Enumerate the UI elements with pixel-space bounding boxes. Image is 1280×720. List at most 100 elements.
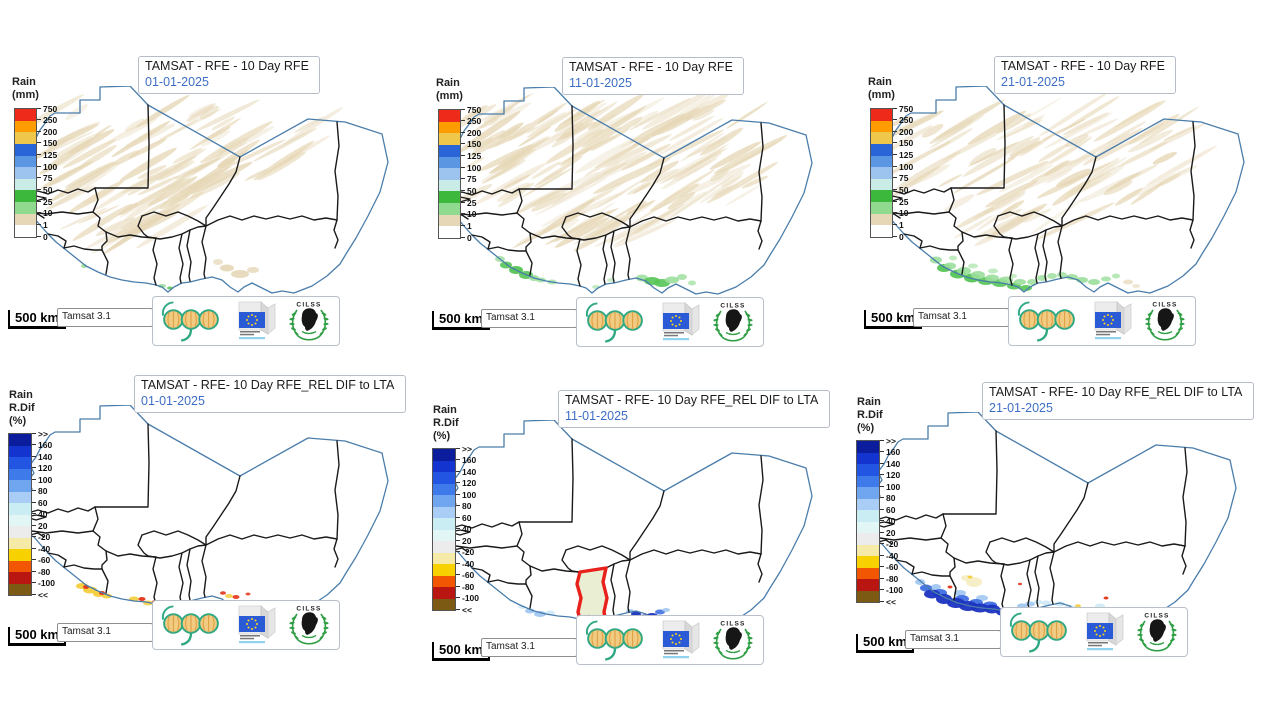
legend-tick-label: 20 [462, 535, 472, 546]
legend-tick-label: 125 [43, 150, 58, 161]
agrhymet-logo [585, 302, 643, 343]
legend-colorbar [8, 433, 32, 596]
legend-tick-mark [461, 178, 465, 180]
legend-tick-mark [461, 131, 465, 133]
legend-tick-mark [461, 213, 465, 215]
legend-colorband [15, 213, 36, 226]
source-version-field[interactable]: Tamsat 3.1 [481, 309, 577, 328]
legend-tick-mark [893, 130, 897, 132]
legend-tick-mark [880, 577, 884, 579]
legend-tick-mark [893, 223, 897, 225]
legend-colorband [857, 452, 879, 464]
legend-colorband [857, 464, 879, 476]
legend-tick-mark [456, 551, 460, 552]
legend-colorbar [432, 448, 456, 611]
map-date: 01-01-2025 [145, 74, 209, 89]
legend-tick-label: 10 [43, 208, 53, 219]
source-version-field[interactable]: Tamsat 3.1 [913, 308, 1009, 327]
legend-tick-label: 100 [467, 162, 482, 173]
map-date: 01-01-2025 [141, 393, 205, 408]
cilss-logo: CILSS [713, 303, 753, 342]
legend-title-line: (mm) [868, 88, 895, 101]
legend-tick-mark [32, 490, 36, 491]
source-version-field[interactable]: Tamsat 3.1 [905, 630, 1001, 649]
legend-tick-label: 750 [467, 104, 482, 115]
legend-colorband [871, 178, 892, 191]
legend-tick-mark [461, 155, 465, 157]
panel-rfe-dekad2: Rain (mm) 750 250 200 150 125 100 75 50 25 10 1 0 TAMS… [424, 1, 848, 361]
legend-tick-label: -100 [38, 578, 56, 588]
legend-tick-label: 75 [467, 174, 477, 185]
legend-colorband [857, 556, 879, 568]
legend-tick-mark [456, 585, 460, 587]
legend-tick-mark [37, 119, 41, 121]
legend-tick-label: >> [886, 435, 896, 446]
legend-colorband [9, 537, 31, 549]
legend-tick-label: 10 [467, 209, 477, 220]
legend-tick-mark [32, 513, 36, 514]
legend-tick-mark [456, 562, 460, 564]
legend-colorband [871, 120, 892, 133]
legend-tick-label: 100 [38, 474, 53, 485]
legend-tick-label: 25 [467, 197, 477, 208]
legend-tick-mark [37, 223, 41, 225]
cilss-logo: CILSS [289, 302, 329, 341]
european-commission-logo [1094, 301, 1132, 340]
legend-tick-label: 50 [899, 184, 909, 195]
legend-tick-label: 150 [43, 138, 58, 149]
legend-tick-label: << [462, 604, 472, 615]
legend-tick-label: 1 [43, 219, 48, 230]
legend-tick-label: -80 [38, 566, 51, 577]
legend-tick-label: 140 [886, 458, 901, 469]
legend-title-line: Rain [12, 76, 36, 88]
map-title: TAMSAT - RFE- 10 Day RFE_REL DIF to LTA [565, 393, 819, 407]
legend-tick-label: 0 [899, 231, 904, 242]
legend-tick-mark [893, 235, 897, 237]
map-title: TAMSAT - RFE - 10 Day RFE [569, 60, 733, 74]
legend-tick-mark [32, 478, 36, 480]
legend-tick-mark [32, 467, 36, 468]
legend-colorband [439, 226, 460, 239]
legend-tick-mark [461, 143, 465, 145]
legend-tick-mark [880, 520, 884, 521]
legend-tick-mark [32, 593, 36, 595]
european-commission-logo [662, 302, 700, 341]
legend-tick-label: 60 [38, 497, 48, 508]
west-africa-map [879, 86, 1245, 294]
legend-colorband [857, 498, 879, 510]
legend-tick-label: -100 [462, 593, 480, 603]
legend-title-line: Rain [9, 389, 33, 401]
legend-tick-mark [32, 455, 36, 457]
legend-tick-mark [880, 462, 884, 464]
legend-tick-mark [461, 120, 465, 122]
legend-tick-label: 75 [43, 173, 53, 184]
legend-colorband [15, 178, 36, 191]
source-version-field[interactable]: Tamsat 3.1 [481, 638, 577, 657]
legend-tick-label: 40 [886, 516, 896, 526]
legend-tick-label: 250 [899, 115, 914, 126]
legend-tick-mark [37, 142, 41, 144]
legend-tick-mark [880, 508, 884, 510]
legend-tick-mark [37, 188, 41, 190]
legend-colorband [433, 449, 455, 461]
legend-colorband [9, 560, 31, 572]
legend-title: Rain (mm) [12, 76, 39, 102]
legend-colorband [15, 143, 36, 156]
map-title-box: TAMSAT - RFE- 10 Day RFE_REL DIF to LTA 1… [558, 390, 830, 429]
source-version-field[interactable]: Tamsat 3.1 [57, 623, 153, 642]
legend-tick-label: 250 [467, 116, 482, 127]
legend-tick-mark [456, 528, 460, 529]
legend-tick-label: 25 [43, 196, 53, 207]
legend-colorbar [856, 440, 880, 603]
legend-colorband [857, 475, 879, 487]
legend-colorband [871, 167, 892, 179]
map-title: TAMSAT - RFE - 10 Day RFE [145, 59, 309, 73]
map-date: 21-01-2025 [989, 400, 1053, 415]
legend-colorband [439, 214, 460, 227]
legend-tick-mark [893, 200, 897, 202]
legend-tick-label: 160 [38, 440, 53, 450]
legend-tick-mark [456, 447, 460, 449]
legend-colorband [871, 225, 892, 238]
legend-colorbar [14, 108, 37, 238]
legend-tick-label: 150 [899, 138, 914, 149]
